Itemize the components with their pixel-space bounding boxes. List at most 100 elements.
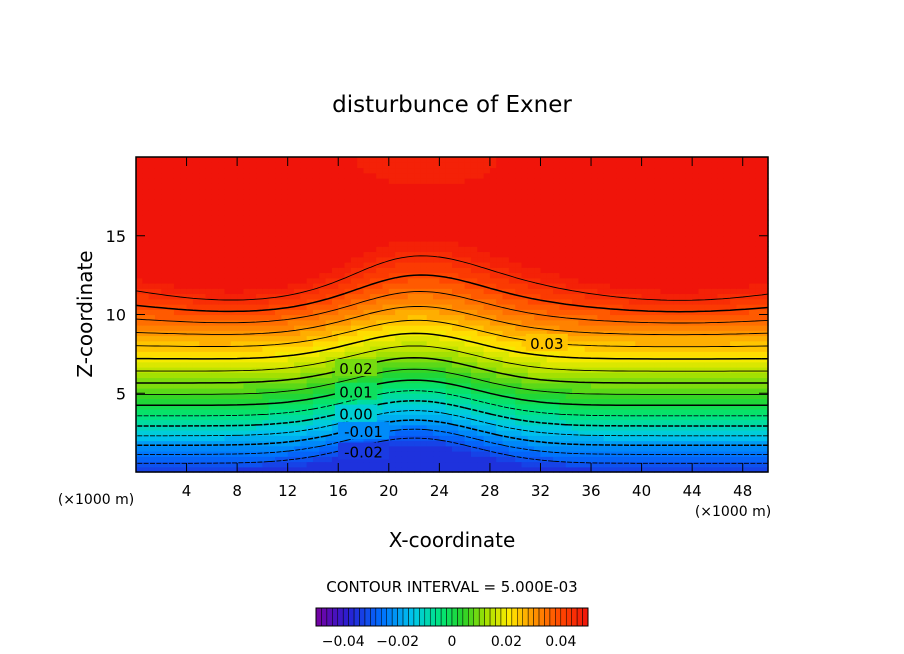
field-cell (281, 346, 289, 352)
field-cell (540, 314, 548, 321)
field-cell (268, 414, 276, 421)
field-cell (591, 230, 598, 237)
field-cell (622, 398, 630, 405)
field-cell (186, 272, 194, 279)
field-cell (546, 267, 554, 274)
field-cell (578, 214, 586, 221)
field-cell (312, 451, 320, 457)
field-cell (597, 241, 605, 247)
field-cell (742, 414, 750, 421)
field-cell (287, 335, 295, 342)
field-cell (559, 466, 567, 473)
field-cell (698, 214, 706, 221)
field-cell (148, 241, 156, 247)
field-cell (704, 351, 712, 358)
field-cell (736, 430, 744, 436)
field-cell (142, 335, 150, 342)
field-cell (287, 214, 295, 221)
field-cell (641, 241, 649, 247)
field-cell (673, 235, 681, 242)
field-cell (167, 424, 175, 431)
field-cell (496, 435, 504, 442)
field-cell (464, 466, 472, 473)
field-cell (407, 209, 415, 216)
field-cell (275, 451, 282, 457)
field-cell (281, 466, 289, 473)
field-cell (666, 435, 674, 442)
field-cell (192, 430, 200, 436)
field-cell (742, 419, 750, 426)
field-cell (635, 330, 643, 337)
field-cell (312, 325, 320, 331)
field-cell (186, 409, 194, 415)
field-cell (673, 230, 681, 237)
field-cell (357, 225, 365, 232)
field-cell (496, 356, 504, 363)
field-cell (527, 461, 535, 468)
field-cell (388, 241, 396, 247)
field-cell (161, 466, 169, 473)
field-cell (294, 209, 301, 216)
field-cell (470, 220, 478, 226)
field-cell (470, 377, 478, 384)
field-cell (496, 440, 504, 447)
field-cell (230, 377, 238, 384)
field-cell (553, 209, 561, 216)
field-cell (540, 466, 548, 473)
field-cell (761, 267, 769, 274)
field-cell (268, 288, 276, 295)
field-cell (647, 293, 655, 300)
field-cell (192, 293, 200, 300)
field-cell (489, 351, 497, 358)
field-cell (256, 451, 263, 457)
field-cell (647, 451, 655, 457)
field-cell (470, 451, 478, 457)
field-cell (376, 277, 384, 284)
field-cell (294, 409, 301, 415)
field-cell (243, 409, 251, 415)
field-cell (559, 377, 567, 384)
field-cell (736, 382, 744, 389)
field-cell (489, 451, 497, 457)
field-cell (628, 251, 636, 258)
field-cell (414, 424, 421, 431)
field-cell (148, 340, 156, 347)
field-cell (654, 466, 662, 473)
field-cell (205, 388, 213, 394)
field-cell (654, 220, 662, 226)
field-cell (458, 304, 466, 310)
field-cell (452, 209, 459, 216)
field-cell (508, 241, 516, 247)
field-cell (388, 351, 396, 358)
field-cell (331, 209, 339, 216)
field-cell (641, 272, 649, 279)
field-cell (344, 319, 352, 326)
field-cell (395, 451, 403, 457)
field-cell (148, 335, 156, 342)
field-cell (237, 361, 245, 368)
field-cell (572, 361, 579, 368)
field-cell (521, 246, 529, 253)
field-cell (344, 241, 352, 247)
field-cell (603, 277, 611, 284)
field-cell (319, 246, 327, 253)
field-cell (388, 430, 396, 436)
field-cell (673, 283, 681, 289)
field-cell (173, 298, 181, 305)
field-cell (628, 367, 636, 373)
field-cell (755, 409, 763, 415)
field-cell (736, 330, 744, 337)
field-cell (237, 340, 245, 347)
field-cell (470, 445, 478, 452)
field-cell (616, 283, 624, 289)
field-cell (578, 235, 586, 242)
field-cell (312, 335, 320, 342)
field-cell (578, 346, 586, 352)
field-cell (616, 372, 624, 379)
field-cell (376, 367, 384, 373)
field-cell (407, 325, 415, 331)
field-cell (761, 262, 769, 268)
field-cell (496, 419, 504, 426)
field-cell (723, 309, 731, 316)
field-cell (641, 367, 649, 373)
